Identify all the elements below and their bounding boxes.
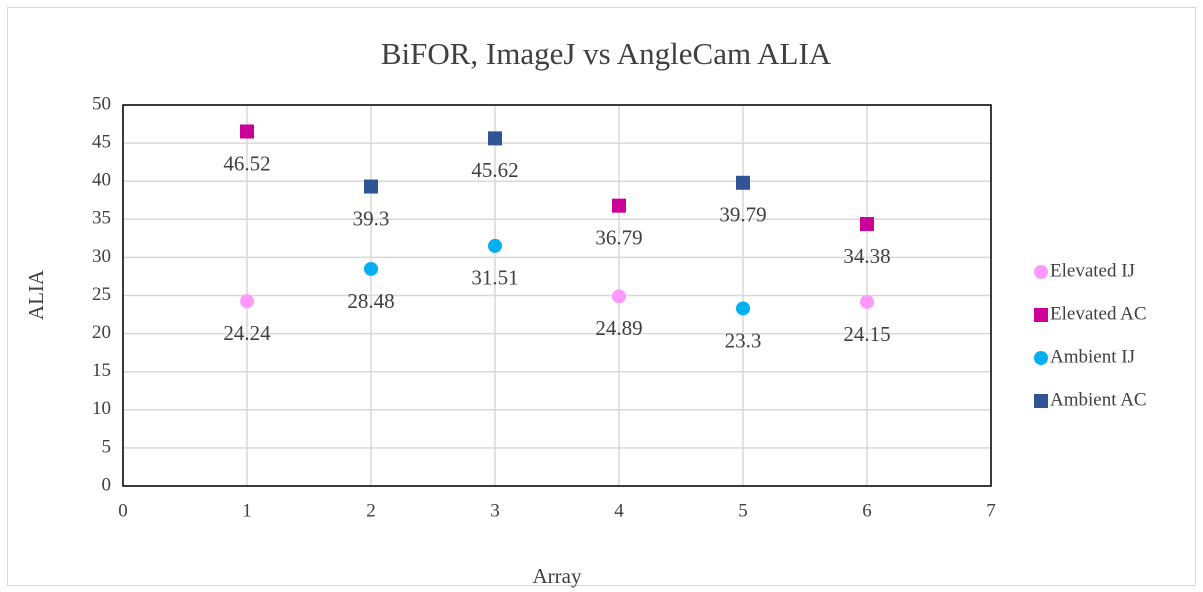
data-point: [488, 131, 502, 146]
data-label: 46.52: [223, 151, 270, 175]
legend-marker: [1034, 265, 1048, 279]
y-tick-label: 30: [92, 246, 111, 267]
legend-marker: [1034, 308, 1048, 322]
data-label: 23.3: [725, 328, 762, 352]
y-tick-label: 50: [92, 93, 111, 114]
y-tick-label: 5: [102, 436, 112, 457]
y-tick-label: 20: [92, 322, 111, 343]
data-label: 24.15: [843, 322, 890, 346]
y-tick-label: 35: [92, 208, 111, 229]
data-label: 39.79: [719, 203, 766, 227]
data-point: [860, 294, 874, 309]
data-label: 31.51: [471, 266, 518, 290]
plot-border: [122, 104, 992, 487]
x-tick-label: 1: [242, 500, 252, 521]
legend-label: Elevated IJ: [1050, 260, 1135, 281]
x-tick-label: 5: [738, 500, 748, 521]
chart-border: [7, 7, 1196, 586]
x-tick-label: 0: [118, 500, 128, 521]
data-label: 39.3: [353, 206, 390, 230]
legend-label: Ambient IJ: [1050, 346, 1135, 367]
y-tick-label: 15: [92, 360, 111, 381]
y-tick-label: 45: [92, 131, 111, 152]
legend-marker: [1034, 351, 1048, 365]
y-tick-label: 40: [92, 170, 111, 191]
legend-label: Elevated AC: [1050, 303, 1147, 324]
data-label: 36.79: [595, 225, 642, 249]
data-point: [612, 198, 626, 213]
y-axis-label: ALIA: [24, 269, 48, 320]
x-axis-label: Array: [533, 564, 582, 588]
x-tick-label: 6: [862, 500, 872, 521]
data-label: 45.62: [471, 158, 518, 182]
y-tick-label: 25: [92, 284, 111, 305]
x-tick-label: 3: [490, 500, 500, 521]
data-point: [488, 238, 502, 253]
x-tick-label: 2: [366, 500, 376, 521]
data-point: [240, 294, 254, 309]
data-point: [736, 301, 750, 316]
data-point: [364, 261, 378, 276]
data-point: [364, 179, 378, 194]
legend-marker: [1034, 394, 1048, 408]
data-point: [240, 124, 254, 139]
chart-title: BiFOR, ImageJ vs AngleCam ALIA: [381, 36, 832, 71]
data-label: 28.48: [347, 289, 394, 313]
data-label: 24.24: [223, 321, 271, 345]
legend-label: Ambient AC: [1050, 389, 1147, 410]
y-tick-label: 0: [102, 474, 112, 495]
data-point: [612, 289, 626, 304]
x-tick-label: 4: [614, 500, 624, 521]
data-label: 34.38: [843, 244, 890, 268]
y-tick-label: 10: [92, 398, 111, 419]
x-tick-label: 7: [986, 500, 996, 521]
data-point: [736, 175, 750, 190]
data-point: [860, 217, 874, 232]
data-label: 24.89: [595, 316, 642, 340]
